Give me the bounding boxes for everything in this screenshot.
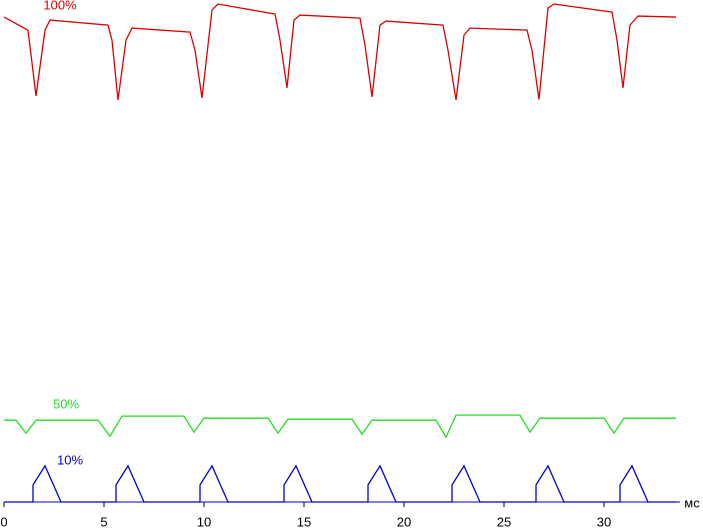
series-label: 50% xyxy=(53,396,79,411)
series-label: 100% xyxy=(43,0,77,12)
x-axis-unit: мс xyxy=(684,495,700,510)
series-line xyxy=(3,3,677,101)
x-tick-label: 20 xyxy=(397,514,411,529)
x-tick-label: 25 xyxy=(497,514,511,529)
x-tick-label: 10 xyxy=(197,514,211,529)
x-tick-label: 5 xyxy=(100,514,107,529)
x-tick-label: 30 xyxy=(597,514,611,529)
series-label: 10% xyxy=(57,452,83,467)
x-tick-label: 15 xyxy=(297,514,311,529)
series-line xyxy=(4,414,676,439)
series-line xyxy=(4,464,676,503)
x-tick-label: 0 xyxy=(0,514,7,529)
